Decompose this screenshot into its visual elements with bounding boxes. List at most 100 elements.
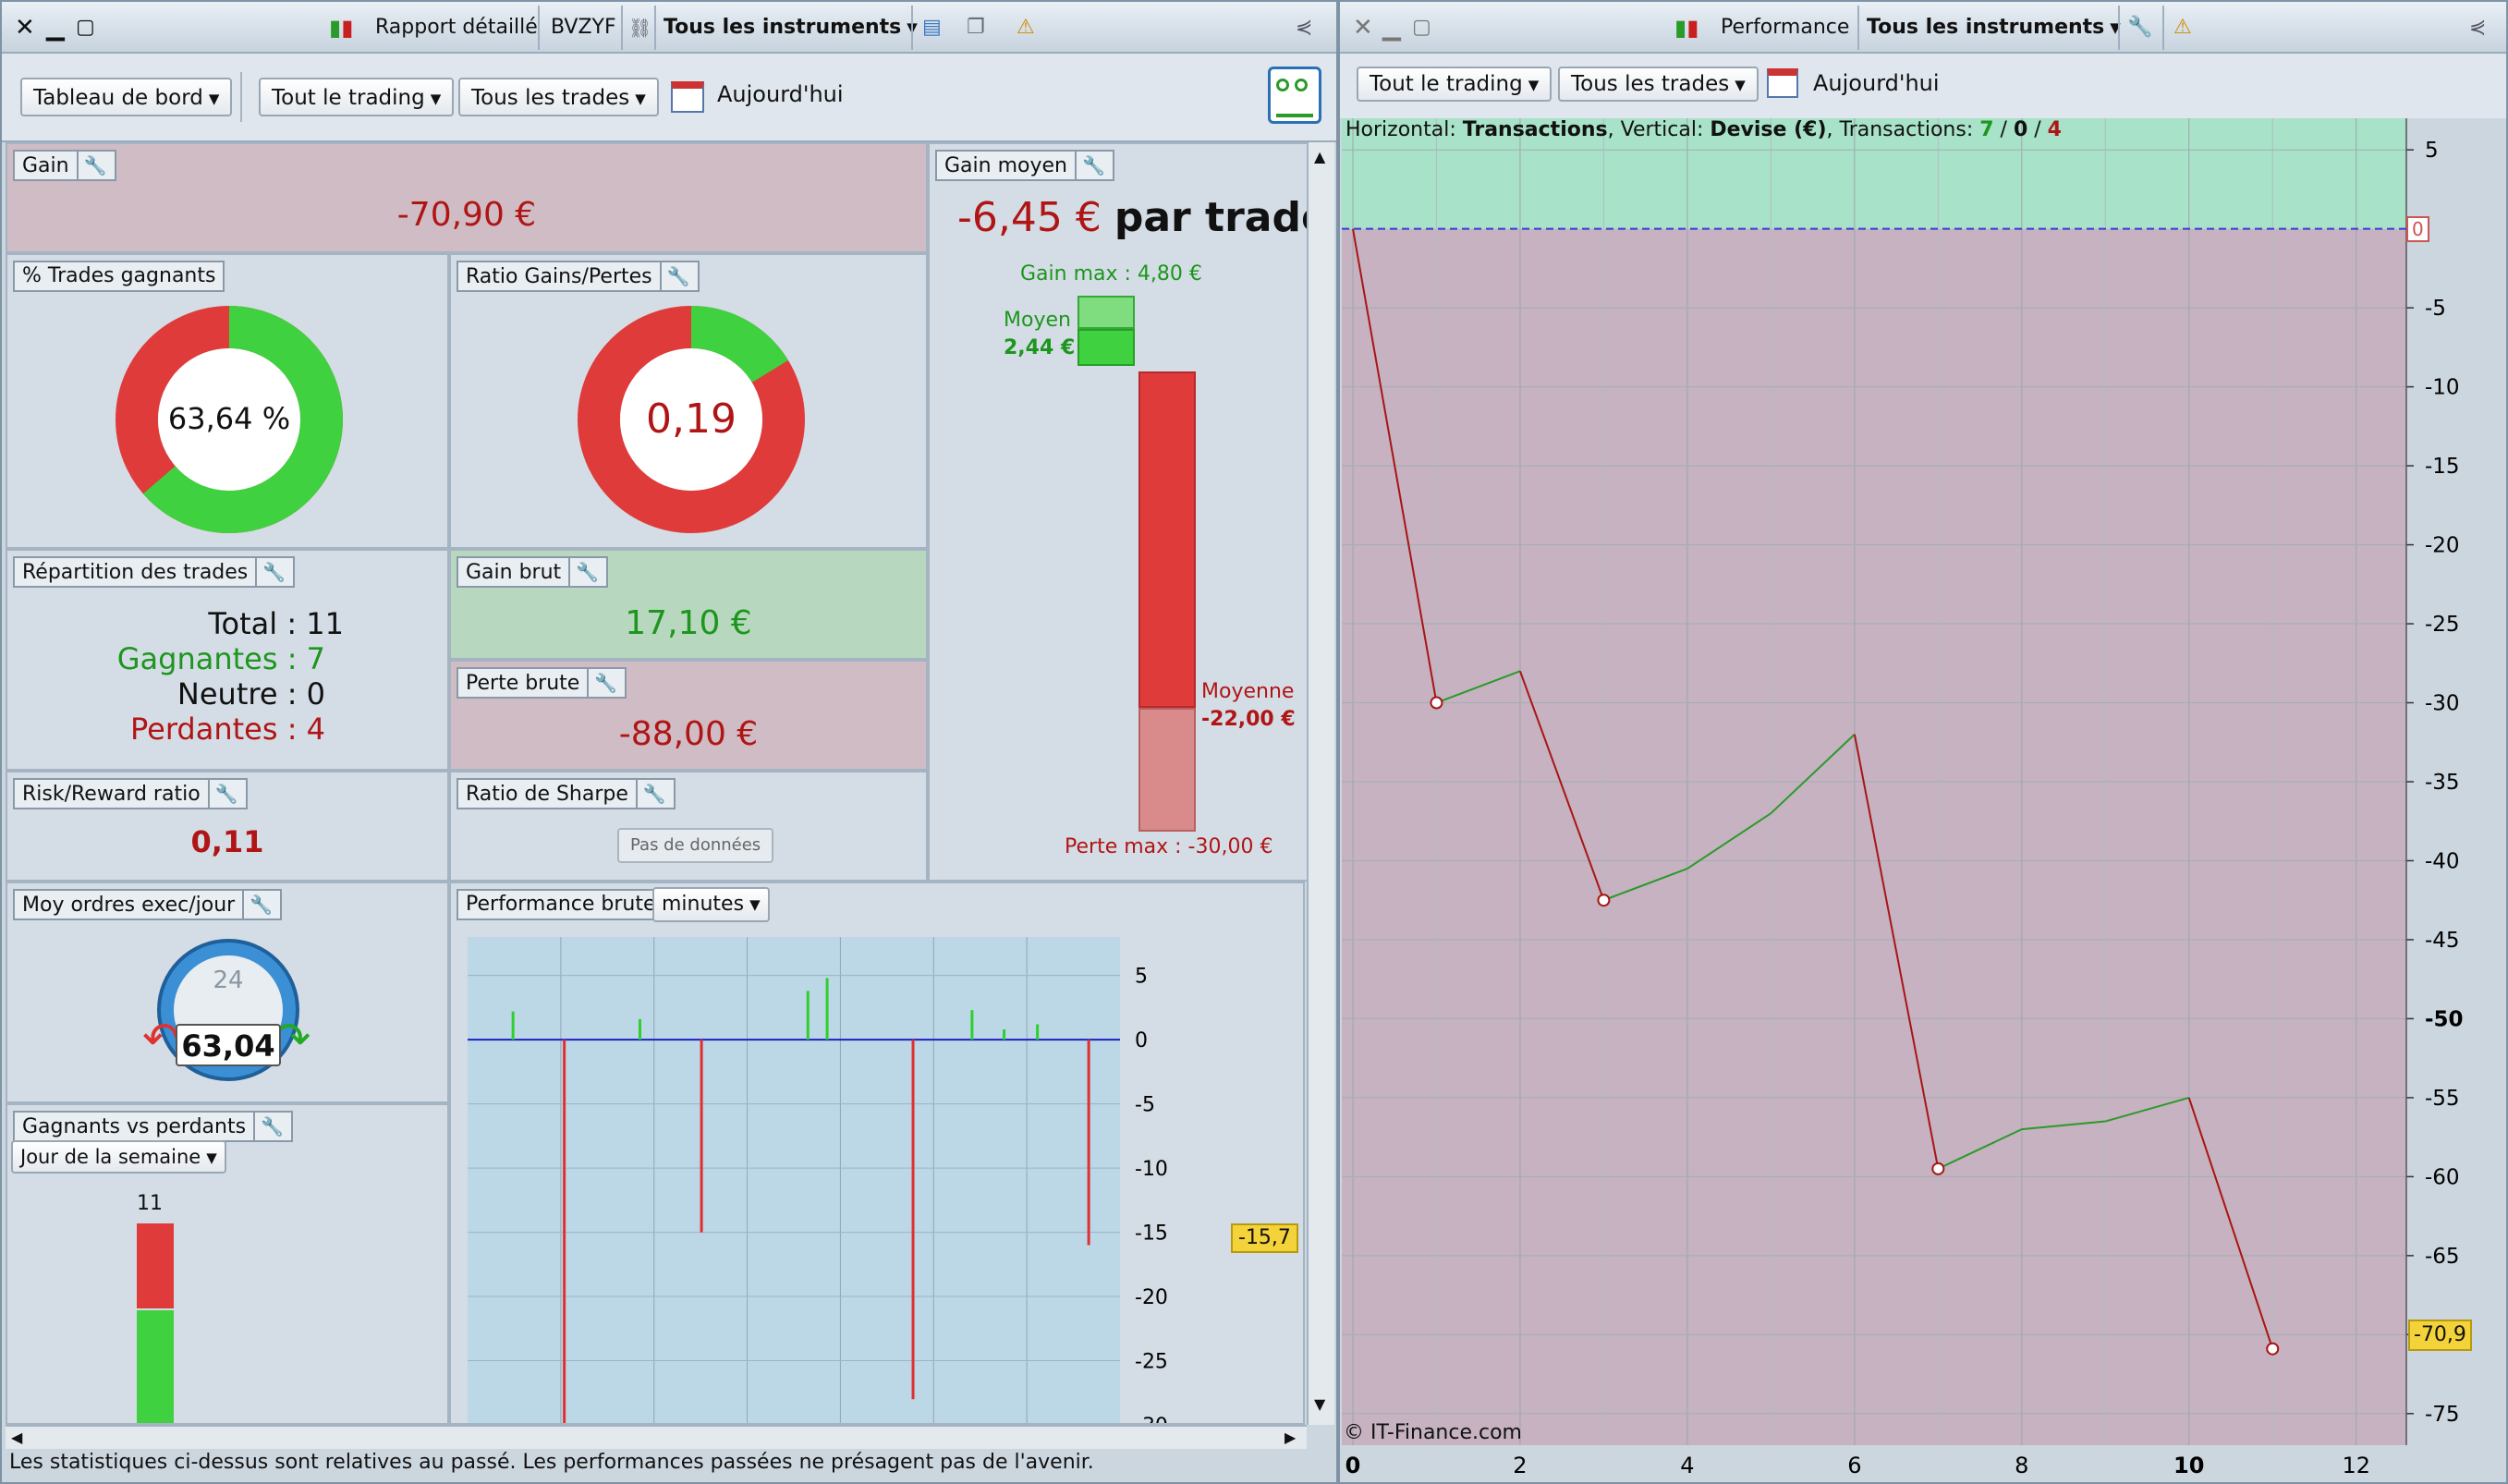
y-tick-label: -30 [1135,1415,1168,1425]
candlestick-icon: ▮▮ [329,15,354,41]
wrench-icon[interactable]: 🔧 [2127,16,2153,39]
unit-dropdown[interactable]: minutes ▼ [652,887,770,922]
gain-value: -70,90 € [396,196,537,234]
y-tick-label: -15 [2425,455,2460,479]
gross-gain-label: Gain brut [466,561,562,584]
max-loss-bar [1138,708,1196,832]
trades-dropdown[interactable]: Tous les trades ▼ [458,78,659,116]
winners-losers-tag[interactable]: Gagnants vs perdants 🔧 [13,1111,293,1142]
toolbar-divider [240,72,242,122]
horizontal-scrollbar[interactable]: ◀ ▶ [6,1425,1307,1449]
data-point [1430,696,1443,710]
trade-distribution-tag[interactable]: Répartition des trades 🔧 [13,556,296,588]
clock-number: 24 [213,967,244,994]
risk-reward-tag[interactable]: Risk/Reward ratio 🔧 [13,778,248,809]
sharpe-tag[interactable]: Ratio de Sharpe 🔧 [457,778,676,809]
performance-window: ✕ ▁ ▢ ▮▮ Performance Tous les instrument… [1338,0,2508,1484]
scroll-up-icon[interactable]: ▲ [1314,148,1326,165]
avg-orders-tag[interactable]: Moy ordres exec/jour 🔧 [13,889,283,920]
gain-tag[interactable]: Gain 🔧 [13,150,116,181]
gross-gain-value: 17,10 € [625,604,752,642]
scroll-left-icon[interactable]: ◀ [11,1429,23,1446]
share-icon[interactable]: ⋞ [1296,16,1313,39]
instruments-dropdown[interactable]: Tous les instruments▼ [664,9,918,46]
scroll-down-icon[interactable]: ▼ [1314,1395,1326,1413]
y-tick-label: -25 [2425,613,2460,637]
avg-loss-label: Moyenne [1201,680,1295,703]
scroll-right-icon[interactable]: ▶ [1284,1429,1297,1446]
minimize-icon[interactable]: ▁ [1382,14,1401,42]
instruments-dropdown[interactable]: Tous les instruments▼ [1867,16,2121,39]
wrench-icon[interactable]: 🔧 [242,891,273,918]
instruments-label: Tous les instruments [1867,16,2105,39]
gain-loss-ratio-tag[interactable]: Ratio Gains/Pertes 🔧 [457,261,700,292]
maximize-icon[interactable]: ▢ [76,16,95,39]
dashboard-settings-icon[interactable] [1268,67,1321,124]
y-tick-label: -15 [1135,1222,1168,1246]
trades-dropdown[interactable]: Tous les trades ▼ [1558,67,1759,102]
warning-icon[interactable]: ⚠ [2173,16,2192,39]
wrench-icon[interactable]: 🔧 [635,780,666,808]
no-data-button[interactable]: Pas de données [617,828,774,863]
chart-header: Horizontal: Transactions, Vertical: Devi… [1345,118,2062,141]
y-tick-label: -75 [2425,1403,2460,1427]
risk-reward-panel: Risk/Reward ratio 🔧 0,11 [6,771,449,882]
win-percentage-tag[interactable]: % Trades gagnants [13,261,225,292]
gross-loss-label: Perte brute [466,672,580,695]
date-label[interactable]: Aujourd'hui [1813,70,1940,96]
sep-2: / [2027,118,2048,141]
wrench-icon[interactable]: 🔧 [76,152,107,179]
gain-label: Gain [22,154,69,177]
date-label[interactable]: Aujourd'hui [717,81,844,107]
copy-icon[interactable]: ❐ [967,16,985,39]
y-tick-label: -30 [2425,692,2460,716]
weekday-dropdown[interactable]: Jour de la semaine ▼ [11,1140,226,1174]
win-percentage-panel: % Trades gagnants 63,64 % [6,253,449,549]
maximize-icon[interactable]: ▢ [1412,16,1431,39]
calendar-icon[interactable] [1767,68,1798,98]
dashboard-dropdown[interactable]: Tableau de bord ▼ [20,78,233,116]
wrench-icon[interactable]: 🔧 [255,558,286,586]
gross-performance-tag[interactable]: Performance brute [457,889,664,920]
losing-trades: Perdantes : 4 [129,712,325,747]
y-tick-label: -50 [2425,1007,2464,1031]
y-tick-label: 0 [1135,1029,1148,1052]
calendar-icon[interactable] [671,81,704,113]
gross-performance-chart: 5 0 -5 -10 -15 -20 -25 -30 [468,937,1168,1425]
window-title: Rapport détaillé [375,16,538,39]
minimize-icon[interactable]: ▁ [46,14,65,42]
wrench-icon[interactable]: 🔧 [1074,152,1105,179]
per-trade-label: par trade [1114,194,1316,241]
wrench-icon[interactable]: 🔧 [568,558,599,586]
trading-dropdown[interactable]: Tout le trading ▼ [1357,67,1552,102]
wrench-icon[interactable]: 🔧 [587,669,617,697]
gross-loss-panel: Perte brute 🔧 -88,00 € [449,660,928,771]
avg-loss-value: -22,00 € [1201,708,1296,731]
winning-trades: Gagnantes : 7 [116,641,325,676]
vertical-prefix: , Vertical: [1607,118,1711,141]
gross-performance-label: Performance brute [466,893,656,916]
gain-loss-ratio-panel: Ratio Gains/Pertes 🔧 0,19 [449,253,928,549]
y-tick-label: -45 [2425,929,2460,953]
gross-gain-tag[interactable]: Gain brut 🔧 [457,556,609,588]
average-gain-tag[interactable]: Gain moyen 🔧 [935,150,1114,181]
avg-win-bar [1077,329,1135,366]
wrench-icon[interactable]: 🔧 [659,262,690,290]
gross-loss-value: -88,00 € [618,715,759,753]
line-segment [1352,228,1438,703]
wrench-icon[interactable]: 🔧 [207,780,238,808]
close-icon[interactable]: ✕ [15,14,35,42]
symbol-label[interactable]: BVZYF [551,16,616,39]
vertical-scrollbar[interactable]: ▲ ▼ [1307,142,1334,1425]
warning-icon[interactable]: ⚠ [1017,16,1035,39]
winners-losers-panel: Gagnants vs perdants 🔧 Jour de la semaine… [6,1103,449,1425]
gross-gain-panel: Gain brut 🔧 17,10 € [449,549,928,660]
link-icon[interactable]: ⛓ [628,17,652,39]
wrench-icon[interactable]: 🔧 [253,1113,284,1140]
gross-loss-tag[interactable]: Perte brute 🔧 [457,667,627,699]
dashboard-label: Tableau de bord [33,86,203,110]
close-icon[interactable]: ✕ [1353,14,1373,42]
chart-view-icon[interactable]: ▤ [922,16,942,39]
share-icon[interactable]: ⋞ [2469,16,2487,39]
trading-dropdown[interactable]: Tout le trading ▼ [259,78,455,116]
